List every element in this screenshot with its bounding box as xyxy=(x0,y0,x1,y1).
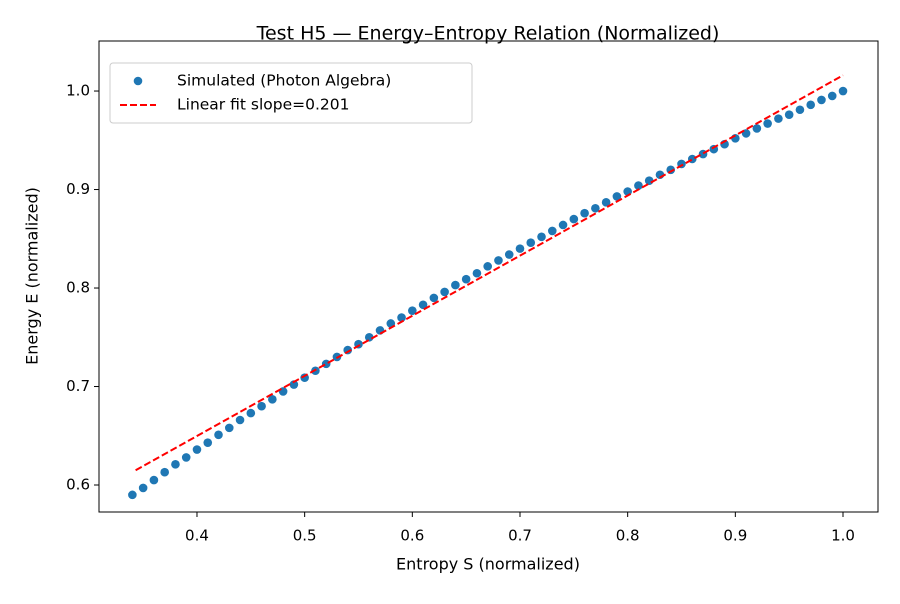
scatter-point xyxy=(547,226,557,236)
legend-label: Simulated (Photon Algebra) xyxy=(177,72,391,90)
scatter-point xyxy=(418,300,428,310)
scatter-point xyxy=(472,268,482,278)
scatter-point xyxy=(580,208,589,218)
scatter-point xyxy=(128,490,137,500)
y-tick-label: 0.8 xyxy=(66,279,90,297)
plot-area xyxy=(128,74,848,500)
scatter-point xyxy=(763,119,772,128)
x-tick-label: 1.0 xyxy=(831,527,855,545)
scatter-point xyxy=(257,401,266,411)
scatter-point xyxy=(214,430,223,440)
scatter-point xyxy=(558,220,568,230)
x-tick-label: 0.7 xyxy=(508,527,532,545)
scatter-point xyxy=(364,332,374,342)
scatter-point xyxy=(451,280,460,290)
scatter-point xyxy=(494,256,503,265)
scatter-point xyxy=(440,287,449,297)
y-tick-label: 0.9 xyxy=(66,180,90,198)
scatter-point xyxy=(612,192,622,201)
scatter-point xyxy=(634,181,643,190)
x-tick-label: 0.4 xyxy=(185,527,209,545)
x-tick-label: 0.6 xyxy=(400,527,424,545)
scatter-point xyxy=(806,100,816,110)
scatter-point xyxy=(795,105,805,115)
scatter-point xyxy=(483,262,492,271)
scatter-point xyxy=(838,86,848,96)
x-tick-label: 0.5 xyxy=(293,527,317,545)
scatter-point xyxy=(171,460,180,469)
legend-marker xyxy=(133,76,143,86)
scatter-point xyxy=(203,438,213,447)
scatter-point xyxy=(268,395,277,404)
scatter-point xyxy=(192,445,202,454)
scatter-point xyxy=(149,475,159,485)
scatter-point xyxy=(601,198,611,207)
scatter-point xyxy=(504,250,514,259)
scatter-point xyxy=(138,483,148,493)
x-tick-label: 0.9 xyxy=(723,527,747,545)
scatter-point xyxy=(817,95,826,105)
axes-frame xyxy=(98,40,879,513)
x-tick-label: 0.8 xyxy=(616,527,640,545)
scatter-point xyxy=(784,110,794,119)
scatter-point xyxy=(160,467,169,477)
y-axis-label: Energy E (normalized) xyxy=(23,187,42,365)
y-tick-label: 0.6 xyxy=(66,476,90,494)
legend-box xyxy=(109,62,473,124)
chart-title: Test H5 — Energy–Entropy Relation (Norma… xyxy=(256,23,720,45)
scatter-point xyxy=(321,359,331,369)
scatter-point xyxy=(537,232,546,242)
scatter-point xyxy=(246,408,256,418)
x-axis-label: Entropy S (normalized) xyxy=(396,555,580,574)
scatter-point xyxy=(774,114,783,123)
scatter-point xyxy=(224,423,234,433)
y-tick-label: 1.0 xyxy=(66,82,90,100)
scatter-point xyxy=(429,293,439,303)
scatter-point xyxy=(408,306,417,315)
legend: Simulated (Photon Algebra) Linear fit slo… xyxy=(109,62,473,124)
scatter-point xyxy=(526,238,536,248)
scatter-point xyxy=(181,453,191,462)
scatter-point xyxy=(235,415,245,425)
scatter-point xyxy=(289,380,299,389)
y-tick-label: 0.7 xyxy=(66,377,90,395)
scatter-point xyxy=(591,203,600,213)
scatter-point xyxy=(515,244,525,253)
scatter-point xyxy=(752,124,762,133)
scatter-point xyxy=(569,214,579,224)
scatter-point xyxy=(397,313,406,322)
legend-label: Linear fit slope=0.201 xyxy=(177,96,349,114)
fit-line xyxy=(135,74,844,472)
scatter-point xyxy=(827,91,837,101)
scatter-point xyxy=(461,274,471,284)
